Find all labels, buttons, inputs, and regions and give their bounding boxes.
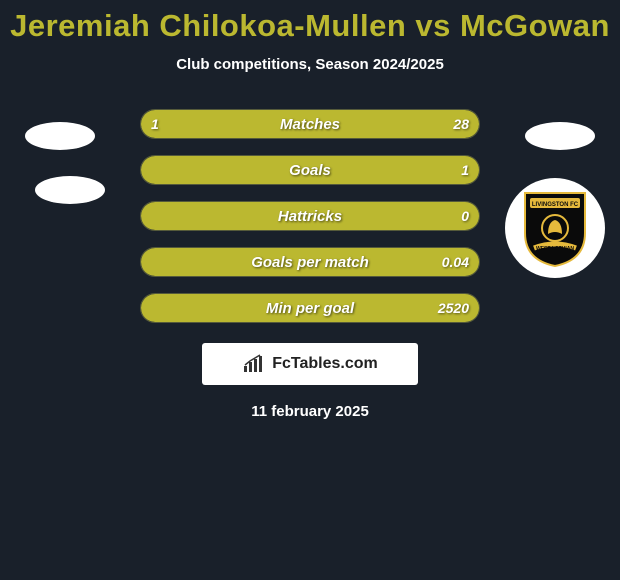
stat-label: Goals (141, 156, 479, 184)
date-label: 11 february 2025 (0, 403, 620, 420)
svg-text:WEST LOTHIAN: WEST LOTHIAN (536, 246, 574, 252)
crest-circle: LIVINGSTON FC WEST LOTHIAN (505, 178, 605, 278)
stat-label: Matches (141, 110, 479, 138)
stat-value-right: 0.04 (442, 248, 469, 276)
stat-bar-goals-per-match: Goals per match 0.04 (140, 247, 480, 277)
stat-value-right: 0 (461, 202, 469, 230)
brand-text: FcTables.com (272, 355, 378, 373)
player-left-badge-2 (35, 176, 105, 204)
svg-text:LIVINGSTON FC: LIVINGSTON FC (532, 202, 579, 208)
shield-icon: LIVINGSTON FC WEST LOTHIAN (520, 188, 590, 268)
player-right-badge-1 (525, 122, 595, 150)
stat-bar-hattricks: Hattricks 0 (140, 201, 480, 231)
subtitle: Club competitions, Season 2024/2025 (0, 56, 620, 73)
chart-icon (242, 354, 266, 374)
stat-value-right: 2520 (438, 294, 469, 322)
player-left-badge-1 (25, 122, 95, 150)
stat-value-right: 28 (453, 110, 469, 138)
stat-label: Min per goal (141, 294, 479, 322)
brand-badge[interactable]: FcTables.com (202, 343, 418, 385)
stat-value-right: 1 (461, 156, 469, 184)
stat-bar-goals: Goals 1 (140, 155, 480, 185)
comparison-bars: 1 Matches 28 Goals 1 Hattricks 0 Goals p… (140, 109, 480, 323)
page-title: Jeremiah Chilokoa-Mullen vs McGowan (0, 0, 620, 44)
club-crest: LIVINGSTON FC WEST LOTHIAN (505, 178, 605, 288)
stat-label: Hattricks (141, 202, 479, 230)
stat-label: Goals per match (141, 248, 479, 276)
stat-bar-min-per-goal: Min per goal 2520 (140, 293, 480, 323)
stat-bar-matches: 1 Matches 28 (140, 109, 480, 139)
